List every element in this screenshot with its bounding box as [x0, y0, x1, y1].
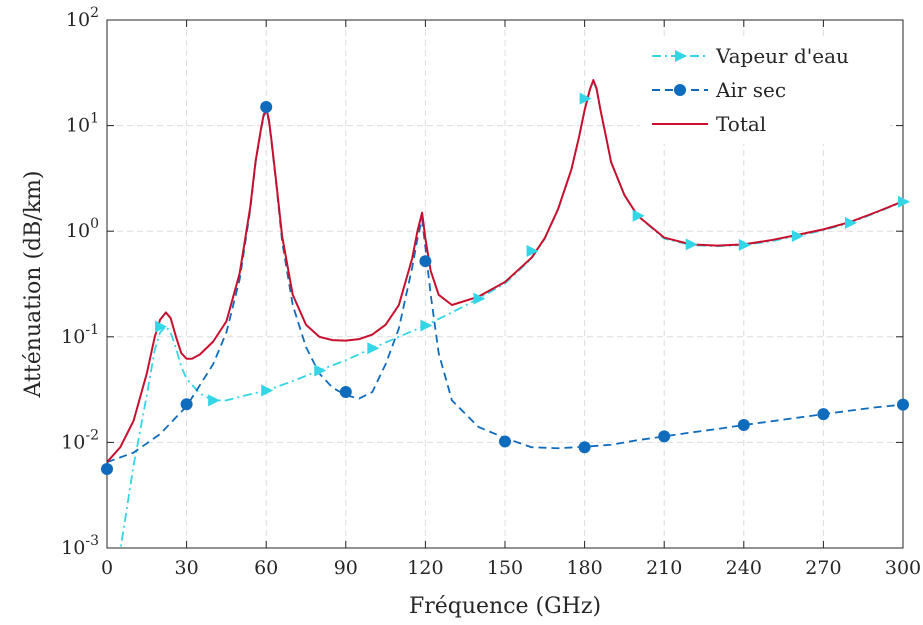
- series-marker-1: [578, 441, 591, 454]
- y-tick-exponent: 0: [90, 216, 99, 232]
- series-marker-1: [658, 430, 671, 443]
- x-tick-label: 270: [805, 557, 841, 579]
- y-axis-label: Atténuation (dB/km): [21, 171, 46, 399]
- series-marker-0: [791, 230, 804, 243]
- y-tick-exponent: 2: [90, 5, 99, 21]
- x-tick-label: 30: [175, 557, 199, 579]
- series-marker-0: [208, 394, 221, 407]
- series-marker-1: [817, 408, 830, 421]
- x-tick-label: 150: [487, 557, 523, 579]
- series-marker-0: [526, 244, 539, 257]
- series-marker-0: [685, 238, 698, 251]
- legend-label-1: Air sec: [715, 78, 786, 102]
- x-tick-label: 180: [566, 557, 602, 579]
- plot-lines: [107, 79, 903, 548]
- series-marker-1: [897, 398, 909, 411]
- legend-label-0: Vapeur d'eau: [715, 44, 849, 68]
- x-tick-label: 60: [254, 557, 278, 579]
- y-tick-base: 10: [61, 537, 85, 559]
- legend-marker-1: [674, 84, 686, 96]
- x-tick-label: 120: [407, 557, 443, 579]
- y-tick-base: 10: [66, 220, 90, 242]
- series-marker-0: [738, 239, 751, 252]
- y-tick-label: 10-3: [61, 533, 99, 559]
- y-tick-exponent: 1: [90, 111, 99, 127]
- series-marker-1: [260, 101, 273, 114]
- series-marker-0: [261, 384, 274, 397]
- x-tick-label: 300: [885, 557, 921, 579]
- series-marker-1: [499, 435, 511, 448]
- series-marker-0: [155, 320, 168, 333]
- series-marker-1: [101, 462, 113, 475]
- legend: Vapeur d'eau Air sec Total: [640, 38, 890, 144]
- y-tick-label: 100: [66, 216, 99, 242]
- legend-marker-0: [675, 50, 687, 62]
- series-marker-0: [314, 364, 327, 377]
- y-tick-base: 10: [66, 115, 90, 137]
- legend-label-2: Total: [716, 112, 766, 136]
- y-tick-exponent: -1: [85, 322, 99, 338]
- series-marker-1: [339, 386, 352, 399]
- y-tick-base: 10: [66, 9, 90, 31]
- series-marker-1: [737, 419, 750, 432]
- series-line-0: [119, 80, 903, 548]
- x-axis-label: Fréquence (GHz): [409, 594, 601, 619]
- series-marker-0: [898, 195, 910, 208]
- y-tick-base: 10: [61, 326, 85, 348]
- series-marker-0: [420, 319, 433, 332]
- series-marker-0: [632, 209, 645, 222]
- x-tick-label: 240: [726, 557, 762, 579]
- y-tick-label: 10-1: [61, 322, 99, 348]
- x-tick-label: 210: [646, 557, 682, 579]
- series-marker-0: [473, 292, 486, 305]
- series-marker-0: [367, 342, 380, 355]
- series-marker-0: [844, 216, 857, 229]
- series-line-2: [107, 79, 903, 463]
- plot-markers: [101, 92, 910, 475]
- y-tick-exponent: -3: [85, 533, 99, 549]
- y-tick-label: 10-2: [61, 427, 99, 453]
- x-tick-label: 0: [101, 557, 113, 579]
- series-marker-1: [419, 255, 432, 268]
- x-tick-label: 90: [334, 557, 358, 579]
- y-tick-exponent: -2: [85, 427, 99, 443]
- x-axis-ticks: 0 30 60 90 120 150 180 210 240 270 300: [101, 20, 921, 579]
- series-marker-1: [180, 398, 193, 411]
- y-tick-label: 101: [66, 111, 99, 137]
- y-tick-base: 10: [61, 431, 85, 453]
- series-marker-0: [579, 92, 592, 105]
- y-tick-label: 102: [66, 5, 99, 31]
